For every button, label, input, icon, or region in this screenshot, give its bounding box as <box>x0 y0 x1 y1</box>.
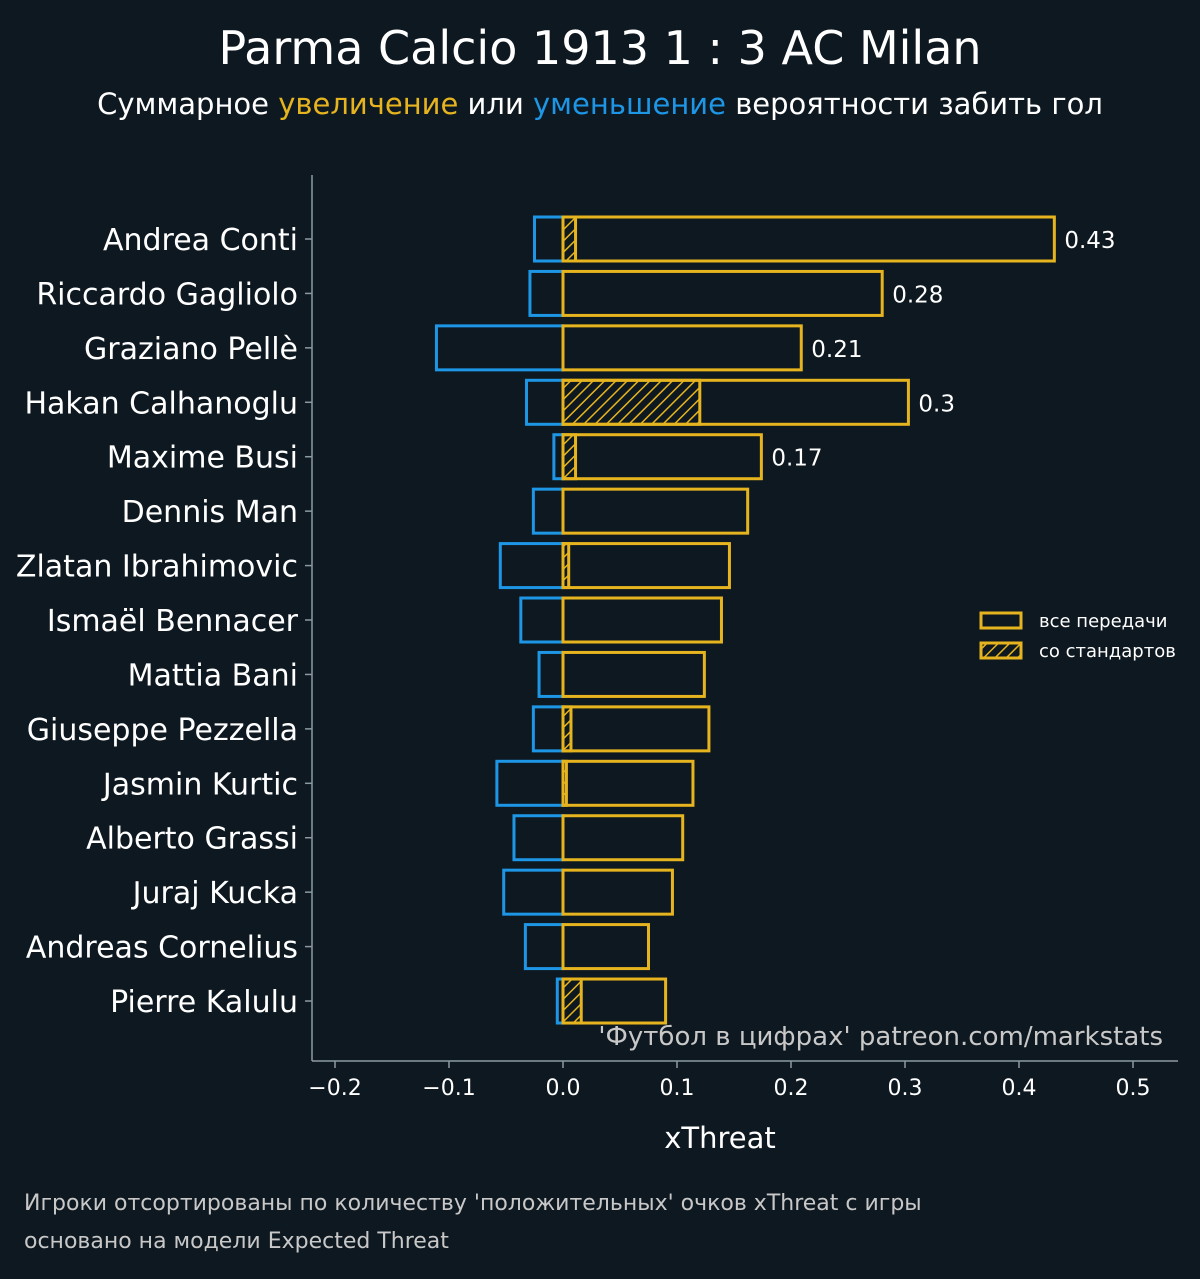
bar-negative <box>531 705 565 753</box>
x-tick-label: 0.1 <box>660 1076 695 1101</box>
watermark: 'Футбол в цифрах' patreon.com/markstats <box>598 1022 1163 1052</box>
bar-set-pieces <box>561 378 702 426</box>
x-tick-label: 0.3 <box>888 1076 923 1101</box>
bar-set-pieces <box>561 215 578 263</box>
bar-positive <box>561 324 803 372</box>
legend-swatch-all-passes <box>979 611 1023 630</box>
x-tick-label: 0.4 <box>1002 1076 1037 1101</box>
x-tick-label: −0.2 <box>308 1076 361 1101</box>
bar-negative <box>528 269 565 317</box>
bar-positive <box>561 759 695 807</box>
y-tick-label: Jasmin Kurtic <box>101 767 298 802</box>
subtitle-part3: вероятности забить гол <box>726 87 1103 121</box>
bar-negative <box>533 215 565 263</box>
y-tick-label: Hakan Calhanoglu <box>24 386 298 421</box>
data-label: 0.17 <box>771 446 822 472</box>
bar-set-pieces <box>561 977 583 1025</box>
bar-positive <box>561 269 884 317</box>
axes-group: Andrea Conti Riccardo Gagliolo Graziano Pe… <box>16 223 1151 1101</box>
bar-negative <box>434 324 565 372</box>
bars-group: 0.43 0.28 0.21 0.3 0.17 <box>434 215 1116 1025</box>
bar-positive <box>561 650 706 698</box>
subtitle-part1: Суммарное <box>97 87 278 121</box>
bar-negative <box>498 542 565 590</box>
y-tick-label: Maxime Busi <box>107 441 298 476</box>
bar-negative <box>525 378 565 426</box>
y-tick-label: Andreas Cornelius <box>26 931 298 966</box>
y-tick-label: Graziano Pellè <box>84 332 298 367</box>
legend-label-all-passes: все передачи <box>1039 611 1167 632</box>
footnote-1: Игроки отсортированы по количеству 'поло… <box>24 1191 922 1216</box>
bar-negative <box>495 759 565 807</box>
data-label: 0.3 <box>918 391 955 417</box>
subtitle-part2: или <box>458 87 533 121</box>
bar-negative <box>502 868 565 916</box>
x-tick-label: 0.0 <box>546 1076 581 1101</box>
data-label: 0.21 <box>811 337 862 363</box>
y-tick-label: Juraj Kucka <box>131 876 298 911</box>
bar-positive <box>561 433 763 481</box>
y-tick-label: Dennis Man <box>122 495 298 530</box>
subtitle-decrease: уменьшение <box>533 87 726 121</box>
bar-positive <box>561 868 674 916</box>
y-tick-label: Mattia Bani <box>128 658 298 693</box>
chart-subtitle: Суммарное увеличение или уменьшение веро… <box>97 87 1103 121</box>
bar-positive <box>561 378 910 426</box>
bar-positive <box>561 542 731 590</box>
bar-set-pieces <box>561 433 578 481</box>
data-label: 0.28 <box>892 282 943 308</box>
bar-positive <box>561 814 685 862</box>
bar-positive <box>561 923 650 971</box>
bar-negative <box>531 487 565 535</box>
footnote-2: основано на модели Expected Threat <box>24 1229 449 1254</box>
x-tick-label: −0.1 <box>422 1076 475 1101</box>
y-tick-label: Pierre Kalulu <box>110 985 298 1020</box>
x-tick-label: 0.5 <box>1116 1076 1151 1101</box>
bar-positive <box>561 705 711 753</box>
legend-label-set-pieces: со стандартов <box>1039 641 1176 662</box>
data-label: 0.43 <box>1064 228 1115 254</box>
bar-negative <box>523 923 565 971</box>
bar-negative <box>519 596 565 644</box>
y-tick-label: Riccardo Gagliolo <box>36 277 298 312</box>
bar-positive <box>561 215 1056 263</box>
x-axis-label: xThreat <box>664 1121 776 1155</box>
subtitle-increase: увеличение <box>278 87 458 121</box>
chart-title: Parma Calcio 1913 1 : 3 AC Milan <box>218 21 981 75</box>
x-tick-label: 0.2 <box>774 1076 809 1101</box>
y-tick-label: Giuseppe Pezzella <box>27 713 298 748</box>
bar-positive <box>561 596 723 644</box>
y-tick-label: Alberto Grassi <box>86 822 298 857</box>
bar-negative <box>512 814 565 862</box>
legend: все передачи со стандартов <box>979 611 1176 662</box>
y-tick-label: Ismaël Bennacer <box>47 604 299 639</box>
bar-negative <box>537 650 565 698</box>
y-tick-label: Zlatan Ibrahimovic <box>16 550 298 585</box>
legend-swatch-set-pieces <box>979 641 1023 660</box>
y-tick-label: Andrea Conti <box>103 223 298 258</box>
bar-positive <box>561 977 668 1025</box>
bar-positive <box>561 487 750 535</box>
